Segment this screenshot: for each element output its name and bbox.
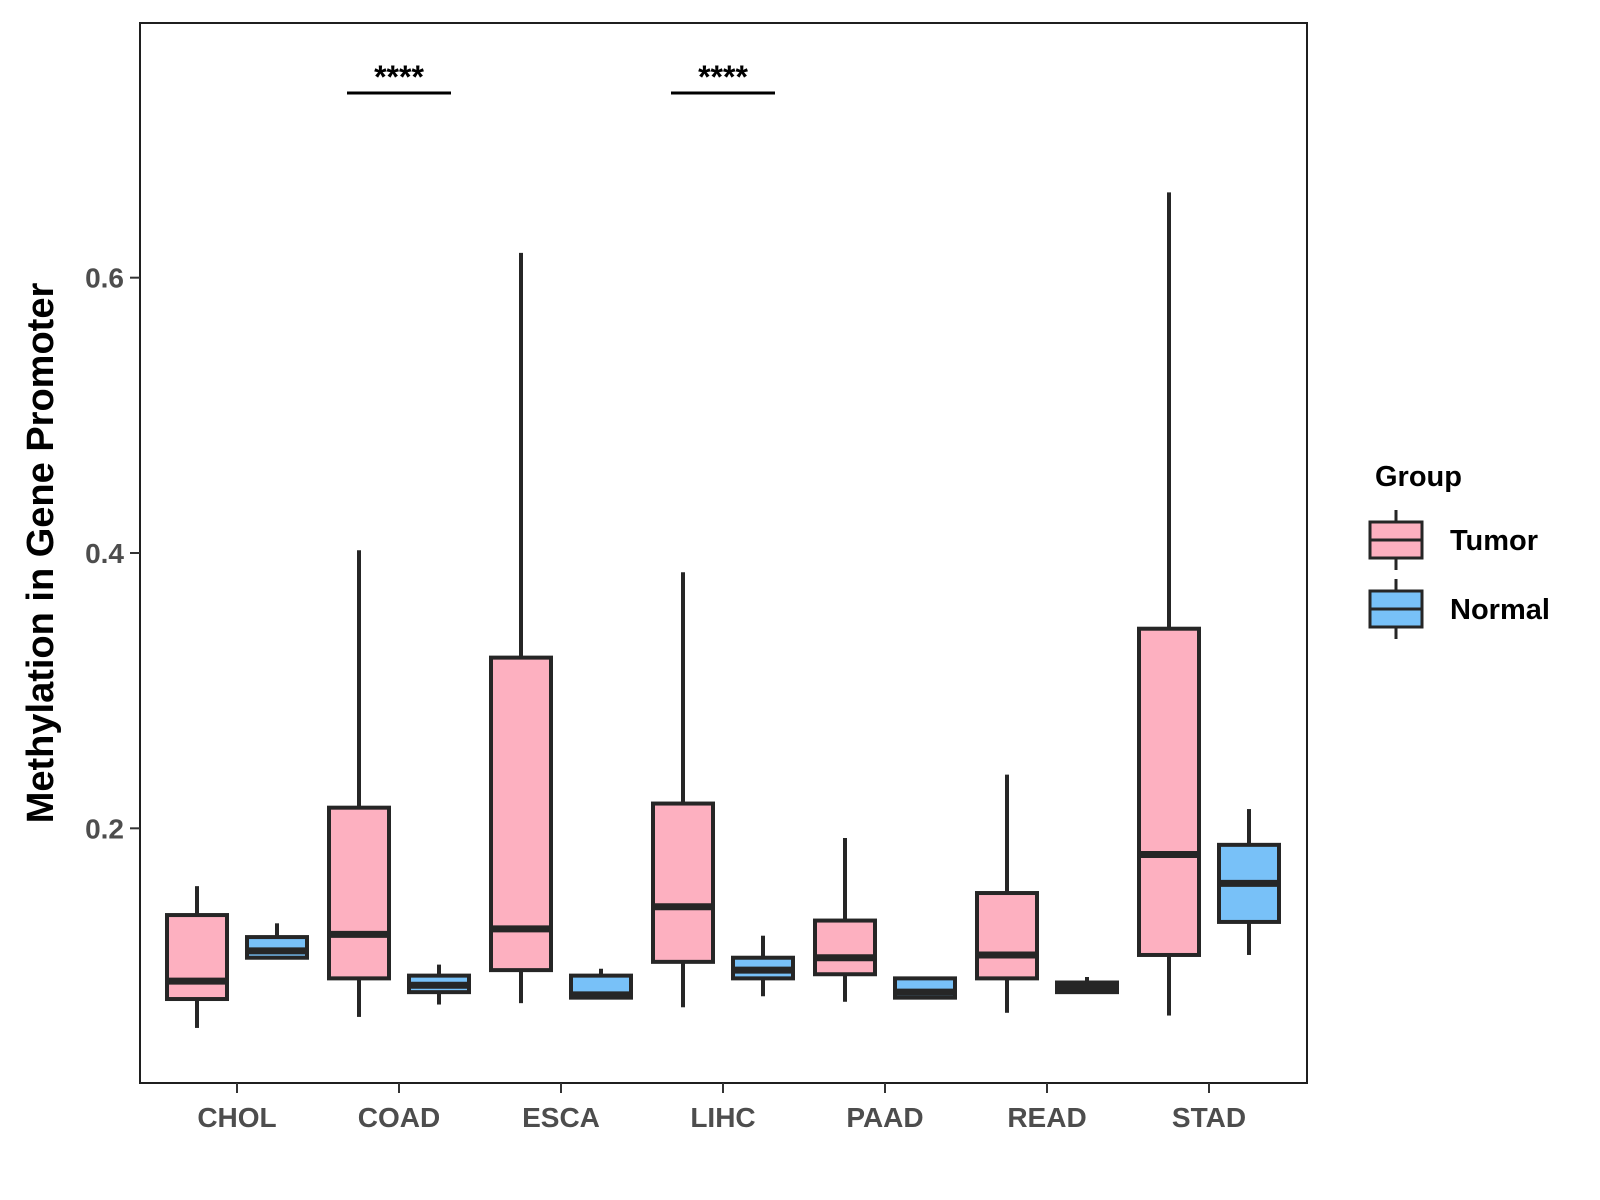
box-body — [651, 801, 715, 964]
box-body — [1137, 626, 1201, 957]
box-series — [165, 192, 1281, 1028]
y-tick-label: 0.4 — [85, 538, 124, 569]
legend-title: Group — [1375, 461, 1462, 493]
x-tick-label: CHOL — [197, 1102, 276, 1133]
box-normal-paad — [893, 976, 957, 1000]
box-tumor-esca — [489, 252, 553, 1004]
plot-panel — [139, 22, 1308, 1084]
box-normal-esca — [569, 968, 633, 1000]
box-body — [813, 918, 877, 977]
box-body — [327, 805, 391, 981]
y-tick-label: 0.2 — [85, 813, 124, 844]
x-tick-label: COAD — [358, 1102, 440, 1133]
x-tick-label: READ — [1007, 1102, 1086, 1133]
x-tick-label: LIHC — [690, 1102, 755, 1133]
box-tumor-chol — [165, 886, 229, 1028]
box-tumor-coad — [327, 550, 391, 1017]
box-tumor-lihc — [651, 572, 715, 1008]
x-axis: CHOL COAD ESCA LIHC PAAD READ STAD — [197, 1083, 1246, 1133]
box-normal-lihc — [731, 935, 795, 997]
legend: Group Tumor Normal — [1368, 461, 1550, 639]
box-body — [975, 891, 1039, 981]
box-tumor-read — [975, 774, 1039, 1013]
significance-annotations: **** **** — [347, 59, 775, 95]
significance-label: **** — [698, 59, 748, 95]
x-tick-label: STAD — [1172, 1102, 1246, 1133]
significance-label: **** — [374, 59, 424, 95]
legend-label: Normal — [1450, 594, 1550, 626]
legend-label: Tumor — [1450, 525, 1538, 557]
y-tick-label: 0.6 — [85, 263, 124, 294]
box-body — [165, 913, 229, 1002]
y-axis-title: Methylation in Gene Promoter — [20, 283, 62, 824]
x-tick-label: PAAD — [846, 1102, 923, 1133]
box-body — [489, 655, 553, 973]
legend-entry-tumor: Tumor — [1368, 510, 1538, 570]
y-axis: 0.2 0.4 0.6 — [85, 263, 140, 844]
box-tumor-paad — [813, 837, 877, 1002]
x-tick-label: ESCA — [522, 1102, 600, 1133]
box-normal-coad — [407, 964, 471, 1005]
box-normal-read — [1055, 977, 1119, 995]
legend-entry-normal: Normal — [1368, 579, 1550, 639]
box-tumor-stad — [1137, 192, 1201, 1016]
box-normal-stad — [1217, 809, 1281, 955]
box-normal-chol — [245, 923, 309, 960]
